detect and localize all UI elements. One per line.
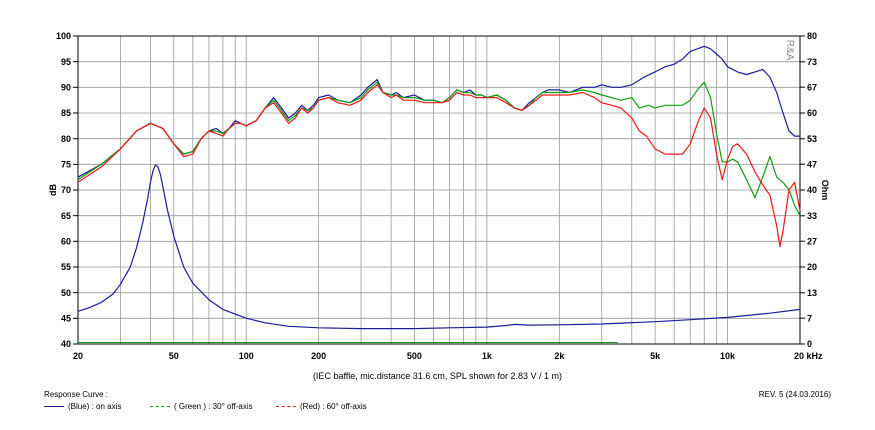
left-tick-label: 45: [61, 314, 71, 324]
left-tick-label: 95: [61, 57, 71, 67]
x-tick-label: 5k: [650, 351, 661, 361]
x-tick-label: 20: [73, 351, 83, 361]
right-tick-label: 0: [807, 339, 812, 349]
right-tick-label: 27: [807, 236, 817, 246]
left-tick-label: 80: [61, 134, 71, 144]
left-tick-label: 100: [56, 31, 71, 41]
left-tick-label: 40: [61, 339, 71, 349]
x-tick-label: 50: [169, 351, 179, 361]
legend-label-blue: (Blue) : on axis: [68, 402, 122, 411]
left-tick-label: 85: [61, 108, 71, 118]
legend-swatch-blue: [44, 406, 64, 407]
right-tick-label: 20: [807, 262, 817, 272]
right-tick-label: 80: [807, 31, 817, 41]
series: [77, 45, 801, 343]
left-tick-label: 90: [61, 83, 71, 93]
watermark: R&A: [784, 40, 795, 61]
left-axis-title: dB: [48, 184, 58, 196]
legend-swatch-green: [150, 406, 170, 407]
x-tick-label: 10k: [720, 351, 736, 361]
left-tick-label: 60: [61, 237, 71, 247]
legend-label-red: (Red) : 60° off-axis: [300, 402, 367, 411]
right-tick-label: 47: [807, 159, 817, 169]
right-tick-label: 60: [807, 108, 817, 118]
right-tick-label: 67: [807, 82, 817, 92]
right-tick-label: 53: [807, 134, 817, 144]
legend-title: Response Curve :: [44, 390, 109, 399]
x-tick-label: 1k: [482, 351, 493, 361]
right-tick-label: 40: [807, 185, 817, 195]
left-tick-label: 50: [61, 288, 71, 298]
x-tick-label: 20 kHz: [794, 351, 823, 361]
legend-item-blue: (Blue) : on axis: [44, 402, 121, 411]
grid: [77, 35, 801, 345]
x-tick-label: 100: [239, 351, 254, 361]
right-tick-label: 13: [807, 288, 817, 298]
series-line-60deg: [77, 84, 801, 248]
legend-item-red: (Red) : 60° off-axis: [276, 402, 367, 411]
right-tick-label: 33: [807, 211, 817, 221]
right-tick-label: 73: [807, 57, 817, 67]
left-tick-label: 65: [61, 211, 71, 221]
right-tick-label: 7: [807, 313, 812, 323]
left-tick-label: 75: [61, 160, 71, 170]
x-tick-label: 500: [407, 351, 422, 361]
x-tick-label: 2k: [554, 351, 565, 361]
axes: 1009590858075706560555045408073676053474…: [56, 31, 823, 361]
right-axis-title: Ohm: [820, 180, 830, 201]
series-line-impedance: [77, 164, 801, 330]
legend-swatch-red: [276, 406, 296, 407]
left-tick-label: 70: [61, 185, 71, 195]
legend-item-green: ( Green ) : 30° off-axis: [150, 402, 253, 411]
legend-label-green: ( Green ) : 30° off-axis: [174, 402, 253, 411]
x-tick-label: 200: [311, 351, 326, 361]
revision-label: REV. 5 (24.03.2016): [758, 390, 831, 399]
series-line-on-axis: [77, 45, 800, 178]
left-tick-label: 55: [61, 262, 71, 272]
chart-caption: (IEC baffle, mic.distance 31.6 cm, SPL s…: [313, 371, 562, 381]
